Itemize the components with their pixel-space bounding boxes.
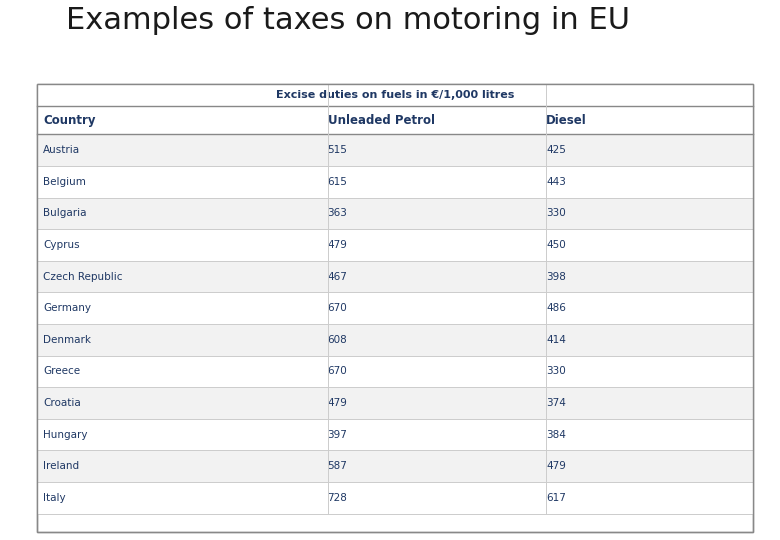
Text: 397: 397 xyxy=(328,429,347,440)
Text: Hungary: Hungary xyxy=(43,429,87,440)
Bar xyxy=(37,482,753,514)
Bar xyxy=(37,166,753,198)
Bar xyxy=(37,387,753,419)
Text: 479: 479 xyxy=(328,398,347,408)
Text: 479: 479 xyxy=(328,240,347,250)
Bar xyxy=(37,134,753,166)
Text: 330: 330 xyxy=(546,366,566,376)
Text: 608: 608 xyxy=(328,335,347,345)
Bar xyxy=(37,450,753,482)
Bar xyxy=(37,84,753,106)
Text: 384: 384 xyxy=(546,429,566,440)
Text: Cyprus: Cyprus xyxy=(43,240,80,250)
Text: Diesel: Diesel xyxy=(546,114,587,127)
Text: 398: 398 xyxy=(546,272,566,282)
Text: 486: 486 xyxy=(546,303,566,313)
Text: 414: 414 xyxy=(546,335,566,345)
Text: 330: 330 xyxy=(546,208,566,219)
Text: Country: Country xyxy=(43,114,95,127)
Text: 670: 670 xyxy=(328,366,347,376)
Text: 515: 515 xyxy=(328,145,347,156)
Bar xyxy=(37,261,753,293)
Text: Austria: Austria xyxy=(43,145,80,156)
Bar xyxy=(37,106,753,134)
Text: Examples of taxes on motoring in EU: Examples of taxes on motoring in EU xyxy=(66,6,630,35)
Text: 479: 479 xyxy=(546,461,566,471)
Text: 425: 425 xyxy=(546,145,566,156)
Text: 617: 617 xyxy=(546,492,566,503)
Text: Denmark: Denmark xyxy=(43,335,91,345)
Text: 374: 374 xyxy=(546,398,566,408)
Text: 450: 450 xyxy=(546,240,566,250)
Text: Unleaded Petrol: Unleaded Petrol xyxy=(328,114,434,127)
Bar xyxy=(37,324,753,356)
Text: Croatia: Croatia xyxy=(43,398,80,408)
Bar xyxy=(37,356,753,387)
Text: Ireland: Ireland xyxy=(43,461,79,471)
Text: Germany: Germany xyxy=(43,303,91,313)
Text: Greece: Greece xyxy=(43,366,80,376)
Text: 615: 615 xyxy=(328,177,347,187)
Bar xyxy=(37,419,753,450)
Bar xyxy=(37,230,753,261)
Bar xyxy=(37,198,753,230)
Text: Bulgaria: Bulgaria xyxy=(43,208,87,219)
Text: 670: 670 xyxy=(328,303,347,313)
Text: 443: 443 xyxy=(546,177,566,187)
Text: 728: 728 xyxy=(328,492,347,503)
Text: 587: 587 xyxy=(328,461,347,471)
Text: Italy: Italy xyxy=(43,492,66,503)
Text: Belgium: Belgium xyxy=(43,177,86,187)
Text: Excise duties on fuels in €/1,000 litres: Excise duties on fuels in €/1,000 litres xyxy=(276,90,514,100)
Text: 363: 363 xyxy=(328,208,347,219)
Text: 467: 467 xyxy=(328,272,347,282)
Bar xyxy=(37,293,753,324)
Text: Czech Republic: Czech Republic xyxy=(43,272,122,282)
